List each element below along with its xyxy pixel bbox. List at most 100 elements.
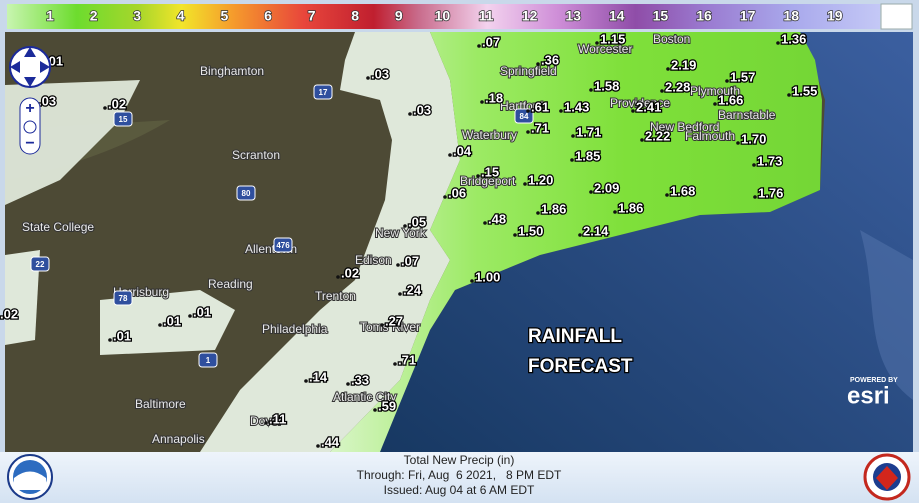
rain-point (158, 323, 162, 327)
city-label: Reading (208, 277, 253, 291)
rain-point (631, 109, 635, 113)
rain-value: 1.20 (528, 172, 553, 187)
rain-value: .03 (413, 102, 431, 117)
highway-label: 17 (319, 88, 328, 97)
rain-point (640, 138, 644, 142)
highway-label: 84 (520, 112, 529, 121)
rain-value: .61 (531, 99, 549, 114)
rain-point (526, 109, 530, 113)
rain-point (393, 362, 397, 366)
rain-value: 1.70 (741, 131, 766, 146)
highway-label: 15 (119, 115, 128, 124)
rain-point (108, 338, 112, 342)
city-label: Scranton (232, 148, 280, 162)
rain-value: .01 (193, 304, 211, 319)
pan-control[interactable] (9, 46, 51, 88)
legend-label: 1 (46, 8, 54, 24)
rain-value: .03 (38, 93, 56, 108)
city-label: Worcester (578, 42, 632, 56)
legend-label: 15 (653, 8, 669, 24)
footer-through: Through: Fri, Aug 6 2021, 8 PM EDT (357, 468, 562, 482)
legend-label: 11 (479, 8, 494, 24)
rain-point (752, 163, 756, 167)
rain-point (570, 158, 574, 162)
city-label: Edison (355, 253, 392, 267)
rain-point (725, 79, 729, 83)
legend-label: 7 (308, 8, 316, 24)
rain-value: .02 (341, 265, 359, 280)
rain-point (578, 233, 582, 237)
rain-point (403, 224, 407, 228)
legend-label: 4 (177, 8, 185, 24)
rain-value: 1.55 (792, 83, 817, 98)
rain-point (483, 221, 487, 225)
rain-point (408, 112, 412, 116)
rain-point (613, 210, 617, 214)
rain-value: 1.43 (564, 99, 589, 114)
zoom-control[interactable]: + − (19, 97, 41, 155)
city-label: Philadelphia (262, 322, 328, 336)
rain-point (398, 292, 402, 296)
rain-value: 2.41 (636, 99, 661, 114)
overlay-title: FORECAST (528, 356, 633, 377)
city-label: Annapolis (152, 432, 205, 446)
footer (0, 452, 919, 503)
city-label: Boston (653, 32, 690, 46)
light-precip-area (5, 250, 40, 345)
rain-value: 1.15 (600, 31, 625, 46)
highway-shield (30, 256, 50, 272)
rain-value: 1.71 (576, 124, 601, 139)
rain-point (103, 106, 107, 110)
highway-label: 22 (36, 260, 45, 269)
rain-value: 1.68 (670, 183, 695, 198)
rain-point (476, 174, 480, 178)
rain-value: 1.73 (757, 153, 782, 168)
rain-value: .14 (309, 369, 328, 384)
footer-title: Total New Precip (in) (404, 453, 515, 467)
rain-point (536, 211, 540, 215)
legend-ramp (7, 4, 880, 29)
rain-point (713, 102, 717, 106)
rain-point (480, 100, 484, 104)
rain-value: .15 (481, 164, 499, 179)
overlay-title: RAINFALL (528, 326, 622, 347)
city-label: State College (22, 220, 94, 234)
rain-value: .27 (385, 313, 403, 328)
rain-value: .44 (321, 434, 340, 449)
rain-value: 1.66 (718, 92, 743, 107)
city-label: Dover (250, 414, 282, 428)
rain-point (380, 323, 384, 327)
rain-value: .05 (408, 214, 426, 229)
rain-point (660, 89, 664, 93)
city-label: Waterbury (462, 128, 517, 142)
legend-label: 8 (351, 8, 359, 24)
legend-label: 13 (565, 8, 581, 24)
rain-value: .03 (371, 66, 389, 81)
rain-point (513, 233, 517, 237)
legend-label: 2 (90, 8, 98, 24)
city-label: Toms River (360, 320, 420, 334)
rain-value: .01 (163, 313, 181, 328)
highway-shield (113, 290, 133, 306)
rain-point (776, 41, 780, 45)
rain-value: .24 (403, 282, 422, 297)
light-precip-area (200, 32, 460, 452)
highway-shield (273, 237, 293, 253)
rain-point (316, 444, 320, 448)
legend-label: 3 (133, 8, 141, 24)
highway-shield (113, 111, 133, 127)
nws-logo (863, 453, 911, 501)
rain-value: 1.57 (730, 69, 755, 84)
rain-point (559, 109, 563, 113)
rain-point (470, 279, 474, 283)
highway-shield (313, 84, 333, 100)
rain-value: .07 (482, 34, 500, 49)
rain-point (736, 141, 740, 145)
rain-value: .71 (398, 352, 416, 367)
rain-value: 2.28 (665, 79, 690, 94)
rain-value: .48 (488, 211, 506, 226)
light-precip-area (100, 290, 235, 355)
